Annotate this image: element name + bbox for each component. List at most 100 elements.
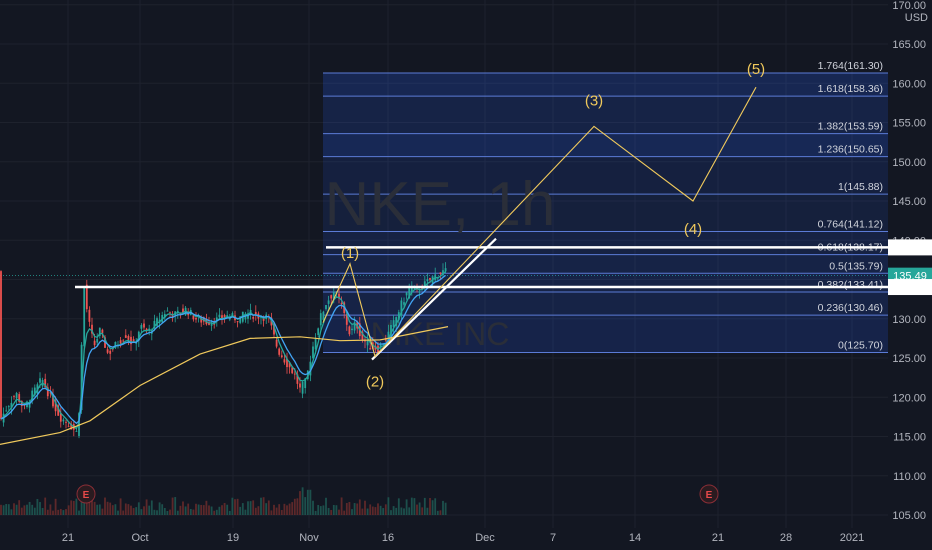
candle-body [444, 268, 447, 272]
volume-bar [195, 503, 197, 515]
volume-bar [418, 502, 421, 515]
volume-bar [257, 506, 260, 515]
x-tick-label: 16 [382, 532, 394, 544]
candle-body [23, 404, 26, 406]
volume-bar [109, 502, 112, 515]
candle-body [296, 374, 299, 384]
candle-body [0, 271, 2, 419]
volume-bar [54, 498, 57, 515]
volume-bar [244, 509, 247, 515]
volume-bar [135, 507, 138, 515]
volume-bar [140, 509, 143, 515]
candle-body [98, 327, 101, 336]
volume-bar [439, 510, 442, 515]
volume-bar [15, 504, 18, 515]
volume-bar [221, 505, 223, 515]
volume-bar [44, 497, 47, 515]
candle-body [410, 286, 413, 293]
candle-body [348, 326, 351, 335]
candle-body [44, 378, 47, 388]
volume-bar [33, 507, 36, 515]
candle-body [59, 413, 62, 422]
volume-bar [377, 503, 379, 515]
elliott-wave-projection[interactable]: (1) (2) (3) (4) (5) [322, 61, 765, 390]
volume-bar [161, 504, 164, 515]
candle-body [353, 322, 356, 331]
candle-body [200, 317, 203, 323]
wave-label: (2) [366, 373, 384, 390]
volume-bar [7, 504, 10, 515]
volume-bar [429, 498, 431, 515]
wave-path[interactable] [322, 86, 757, 358]
earnings-marker[interactable] [699, 484, 719, 504]
wave-label: (4) [684, 221, 702, 238]
volume-bar [241, 503, 244, 515]
candle-body [80, 344, 83, 411]
candle-body [231, 313, 234, 316]
volume-bar [403, 508, 405, 515]
volume-bar [41, 507, 44, 515]
volume-bar [442, 500, 444, 515]
fib-band [323, 231, 888, 255]
trend-line[interactable] [371, 237, 497, 361]
time-axis[interactable]: 21 Oct 19 Nov 16 Dec 7 14 21 28 2021 [62, 532, 864, 544]
volume-bar [358, 499, 361, 515]
candle-body [403, 302, 405, 305]
fibonacci-retracement[interactable]: 0(125.70) 0.236(130.46) 0.382(133.41) 0.5(1… [323, 60, 888, 354]
x-tick-label: 2021 [840, 532, 864, 544]
candle-body [280, 355, 283, 358]
candle-body [85, 284, 88, 310]
candle-body [260, 317, 262, 318]
volume-bar [124, 503, 127, 515]
volume-bar [348, 502, 351, 515]
volume-bar [46, 509, 49, 515]
currency-label: USD [905, 12, 928, 24]
volume-bar [405, 499, 408, 515]
candlestick-series[interactable] [0, 262, 447, 439]
candle-body [304, 378, 307, 389]
volume-bar [98, 504, 101, 515]
volume-bar [265, 503, 268, 515]
volume-bar [260, 497, 262, 515]
horizontal-lines[interactable] [75, 237, 888, 361]
volume-bar [10, 509, 13, 515]
volume-bar [254, 507, 257, 515]
volume-bar [59, 508, 62, 515]
y-tick-label: 160.00 [892, 78, 926, 90]
volume-bar [371, 506, 374, 515]
volume-bar [5, 504, 8, 515]
volume-bar [325, 497, 327, 515]
volume-bar [247, 501, 249, 515]
candle-body [13, 396, 15, 397]
candle-body [317, 328, 320, 335]
volume-bar [205, 500, 208, 515]
candle-body [293, 373, 296, 375]
x-tick-label: 21 [62, 532, 74, 544]
candle-body [418, 291, 421, 293]
candle-body [156, 318, 158, 326]
candle-body [392, 320, 395, 328]
volume-bar [382, 508, 385, 515]
volume-bar [78, 510, 80, 515]
candle-body [332, 292, 335, 299]
volume-bar [163, 507, 166, 515]
earnings-marker[interactable] [76, 484, 96, 504]
candle-body [299, 383, 301, 388]
volume-bar [288, 503, 291, 515]
candle-body [429, 277, 431, 280]
price-tag [888, 239, 932, 256]
candle-body [327, 300, 330, 304]
y-tick-label: 155.00 [892, 118, 926, 130]
fib-band [323, 96, 888, 134]
candle-body [288, 362, 291, 368]
volume-bar [132, 508, 135, 515]
price-tag-label: 134.04 [893, 282, 927, 294]
wave-label: (1) [341, 245, 359, 262]
volume-bar [366, 508, 369, 515]
y-tick-label: 165.00 [892, 39, 926, 51]
candle-body [236, 321, 239, 323]
volume-bar [314, 510, 317, 515]
y-tick-label: 105.00 [892, 510, 926, 522]
